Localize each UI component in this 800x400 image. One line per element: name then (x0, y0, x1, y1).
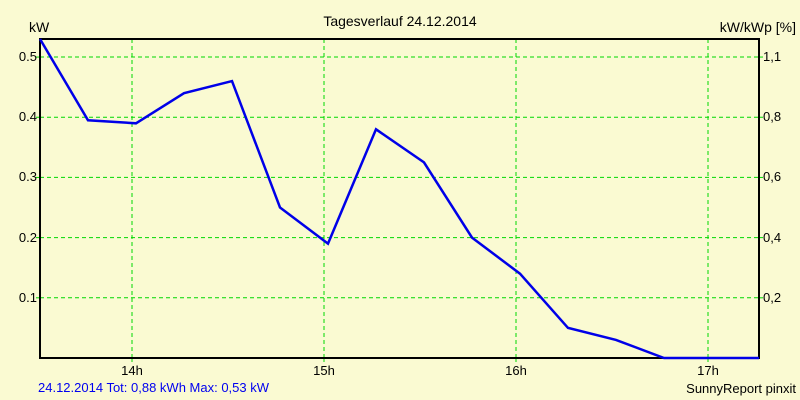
left-axis-title: kW (29, 19, 50, 35)
power-series-line (38, 38, 760, 360)
right-axis-tick-label: 0,2 (763, 289, 782, 305)
x-axis-tick-label: 15h (313, 363, 335, 378)
right-axis-tick-label: 0,4 (763, 229, 782, 245)
footer-credit: SunnyReport pinxit (686, 381, 796, 396)
x-axis-tick-label: 14h (121, 363, 143, 378)
right-axis-tick-label: 0,6 (763, 169, 782, 185)
footer-summary: 24.12.2014 Tot: 0,88 kWh Max: 0,53 kW (38, 380, 269, 395)
x-axis-tick-label: 16h (505, 363, 527, 378)
left-axis-tick-label: 0.5 (18, 49, 37, 65)
right-axis-title: kW/kWp [%] (719, 19, 796, 35)
chart-title: Tagesverlauf 24.12.2014 (323, 13, 477, 29)
plot-frame (39, 38, 760, 359)
left-axis-tick-label: 0.2 (18, 229, 37, 245)
left-axis-tick-label: 0.3 (18, 169, 37, 185)
right-axis-tick-label: 1,1 (763, 49, 782, 65)
x-axis-tick-label: 17h (697, 363, 719, 378)
right-axis-tick-label: 0,8 (763, 109, 782, 125)
left-axis-tick-label: 0.1 (18, 289, 37, 305)
left-axis-tick-label: 0.4 (18, 109, 37, 125)
